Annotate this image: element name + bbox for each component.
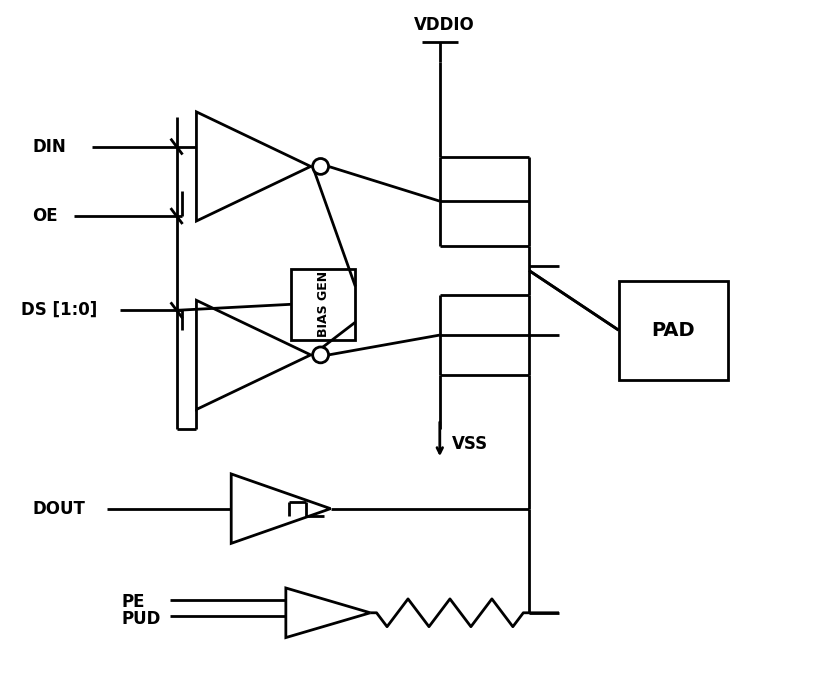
Text: PAD: PAD (651, 321, 695, 340)
Text: VSS: VSS (452, 435, 488, 453)
Text: OE: OE (33, 207, 58, 225)
Circle shape (313, 347, 328, 363)
Circle shape (313, 158, 328, 175)
Text: DOUT: DOUT (33, 499, 85, 518)
Bar (618, 280, 728, 379)
Text: PE: PE (122, 593, 146, 611)
Text: BIAS GEN: BIAS GEN (317, 271, 329, 338)
Text: DS [1:0]: DS [1:0] (20, 301, 97, 319)
Text: VDDIO: VDDIO (414, 16, 475, 34)
Text: PUD: PUD (122, 610, 161, 628)
Bar (291, 269, 355, 340)
Text: DIN: DIN (33, 138, 66, 155)
